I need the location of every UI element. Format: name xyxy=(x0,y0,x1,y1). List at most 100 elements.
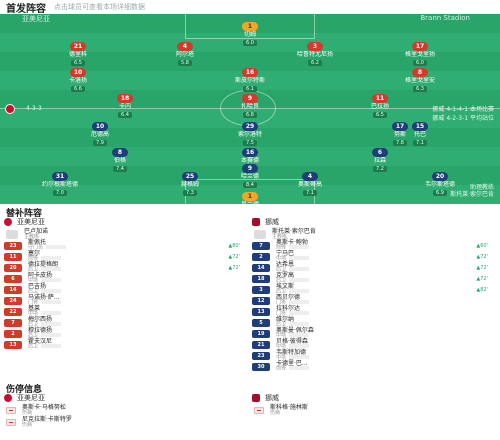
away-player[interactable]: 20 韦尔斯塔德 6.9 xyxy=(410,172,470,196)
list-item[interactable]: 7 奥斯卡·鲍勃 前锋 ▲60' xyxy=(252,240,496,251)
list-item[interactable]: 30 卡德里·巴... 前锋 xyxy=(252,361,496,372)
away-crest-icon xyxy=(252,218,260,226)
sub-name: 穆拉德扬 xyxy=(28,327,53,335)
sub-name: 斯佩托 xyxy=(28,239,47,247)
list-item[interactable]: 21 贝格·彼得森 中场 xyxy=(252,339,496,350)
away-player[interactable]: 31 约尔根斯塔德 7.0 xyxy=(30,172,90,196)
list-item[interactable]: 13 霍夫汉尼 后卫 xyxy=(4,339,248,350)
home-player[interactable]: 4 阿尔塔 5.8 xyxy=(155,42,215,66)
injury-icon xyxy=(6,418,16,426)
list-item[interactable]: 3 埃文斯 后卫 ▲82' xyxy=(252,284,496,295)
player-name: 阿尔塔 xyxy=(175,51,194,58)
home-player[interactable]: 10 卡洛扬 6.6 xyxy=(48,68,108,92)
sub-name: 达希恩 xyxy=(276,261,295,269)
player-rating: 7.2 xyxy=(373,166,387,172)
away-player[interactable]: 29 索尔洛特 7.5 xyxy=(220,122,280,146)
list-item[interactable]: 23 斯佩托 守门员 ▲80' xyxy=(4,240,248,251)
injury-item[interactable]: 尼克拉斯·卡斯特罗 伤病 xyxy=(4,416,248,428)
sub-position: 中场 xyxy=(28,311,62,317)
away-player[interactable]: 25 赫格姆 7.3 xyxy=(160,172,220,196)
list-item[interactable]: 13 拉科尔达 门将 xyxy=(252,306,496,317)
sub-name: 奥斯卡·鲍勃 xyxy=(276,239,308,247)
player-name: 厄德高 xyxy=(90,131,109,138)
home-player[interactable]: 16 斯皮尔特斯 6.1 xyxy=(220,68,280,92)
home-player[interactable]: 9 扎哈良 6.8 xyxy=(220,94,280,118)
sub-position: 后卫 xyxy=(28,267,62,273)
sub-number: 22 xyxy=(4,307,22,316)
sub-number: 6 xyxy=(4,274,22,283)
away-player[interactable]: 17 努斯 7.8 xyxy=(370,122,430,146)
list-item[interactable]: 14 达希恩 后卫 ▲72' xyxy=(252,262,496,273)
sub-name: 西贝尔德 xyxy=(276,294,301,302)
player-name: 卡洛扬 xyxy=(68,77,87,84)
home-player[interactable]: 17 格里戈里扬 6.0 xyxy=(390,42,450,66)
player-name: 卡内 xyxy=(118,103,131,110)
sub-position: 后卫 xyxy=(276,267,310,273)
lineup-title: 首发阵容 xyxy=(6,3,46,15)
player-rating: 7.4 xyxy=(113,166,127,172)
player-rating: 6.4 xyxy=(118,112,132,118)
list-item[interactable]: 2 穆拉德扬 后卫 xyxy=(4,328,248,339)
away-player[interactable]: 1尼兰德7.1 xyxy=(220,192,280,204)
injuries-title: 伤停信息 xyxy=(6,385,43,395)
away-player[interactable]: 9 哈兰德 8.4 xyxy=(220,164,280,188)
injury-item[interactable]: 斯科格·施林斯 伤病 xyxy=(252,404,496,416)
player-number: 8 xyxy=(412,68,428,77)
sub-name: 马诺扬·萨... xyxy=(28,294,60,302)
lineup-subtitle: 点击球员可查看本场详细数据 xyxy=(54,3,145,11)
away-player[interactable]: 6 拉森 7.2 xyxy=(350,148,410,172)
sub-number: 20 xyxy=(4,263,22,272)
list-item[interactable]: 2 宁马巴 中场 ▲72' xyxy=(252,251,496,262)
player-rating: 6.9 xyxy=(433,190,447,196)
player-name: 索尔洛特 xyxy=(237,131,262,138)
sub-position: 门将 xyxy=(276,311,310,317)
home-manager[interactable]: 巴卢加诺 主教练 xyxy=(4,228,248,240)
sub-position: 前锋 xyxy=(276,245,310,251)
player-name: 拉森 xyxy=(373,157,386,164)
list-item[interactable]: 6 阿卡皮扬 中场 xyxy=(4,273,248,284)
list-item[interactable]: 24 马诺扬·萨... 门将 xyxy=(4,295,248,306)
player-rating: 7.9 xyxy=(93,140,107,146)
list-item[interactable]: 5 维尔纳 后卫 xyxy=(252,317,496,328)
sub-number: 14 xyxy=(252,263,270,272)
home-player[interactable]: 8 格里戈里安 6.3 xyxy=(390,68,450,92)
away-player[interactable]: 8 伯格 7.4 xyxy=(90,148,150,172)
player-name: 奥斯蒂高 xyxy=(297,181,322,188)
player-name: 本赛德 xyxy=(240,157,259,164)
home-player[interactable]: 1 切姆 6.0 xyxy=(220,22,280,46)
list-item[interactable]: 11 塞尔 前锋 ▲72' xyxy=(4,251,248,262)
sub-time-icon: ▲82' xyxy=(476,286,488,293)
away-player[interactable]: 15 托巴 7.1 xyxy=(390,122,450,146)
away-formation: 挪威 4-1-4-1 本场比赛 挪威 4-2-3-1 平均站位 xyxy=(432,106,494,122)
away-player[interactable]: 4 奥斯蒂高 7.1 xyxy=(280,172,340,196)
player-number: 11 xyxy=(372,94,388,103)
sub-position: 中场 xyxy=(276,344,310,350)
player-number: 3 xyxy=(307,42,323,51)
away-player[interactable]: 10 厄德高 7.9 xyxy=(70,122,130,146)
home-team-name: 亚美尼亚 xyxy=(22,15,50,23)
list-item[interactable]: 18 克罗高 后卫 ▲72' xyxy=(252,273,496,284)
list-item[interactable]: 23 韦斯特加德 中场 xyxy=(252,350,496,361)
home-player[interactable]: 3 哈鲁特尤尼扬 6.2 xyxy=(285,42,345,66)
player-number: 9 xyxy=(242,164,258,173)
home-player[interactable]: 18 卡内 6.4 xyxy=(95,94,155,118)
sub-number: 14 xyxy=(4,285,22,294)
away-subs-team: 挪威 xyxy=(252,216,496,228)
list-item[interactable]: 14 巴吉扬 后卫 xyxy=(4,284,248,295)
home-player[interactable]: 11 巴拉扬 6.5 xyxy=(350,94,410,118)
list-item[interactable]: 7 梅尔西扬 后卫 xyxy=(4,317,248,328)
sub-number: 18 xyxy=(252,274,270,283)
injury-item[interactable]: 奥斯卡·马格努松 伤病 xyxy=(4,404,248,416)
list-item[interactable]: 22 基莱 中场 xyxy=(4,306,248,317)
home-crest-icon xyxy=(4,218,12,226)
home-player[interactable]: 21 德里科 6.5 xyxy=(48,42,108,66)
away-manager-row[interactable]: 斯托莱·索尔巴肯 主教练 xyxy=(252,228,496,240)
player-rating: 7.1 xyxy=(413,140,427,146)
sub-name: 梅尔西扬 xyxy=(28,316,53,324)
list-item[interactable]: 19 奥斯曼·佩尔森 中场 xyxy=(252,328,496,339)
player-name: 哈兰德 xyxy=(240,173,259,180)
away-injuries: 挪威 斯科格·施林斯 伤病 xyxy=(252,392,496,416)
sub-name: 霍夫汉尼 xyxy=(28,338,53,346)
list-item[interactable]: 20 德拉提格朗 后卫 ▲72' xyxy=(4,262,248,273)
list-item[interactable]: 12 西贝尔德 门将 xyxy=(252,295,496,306)
